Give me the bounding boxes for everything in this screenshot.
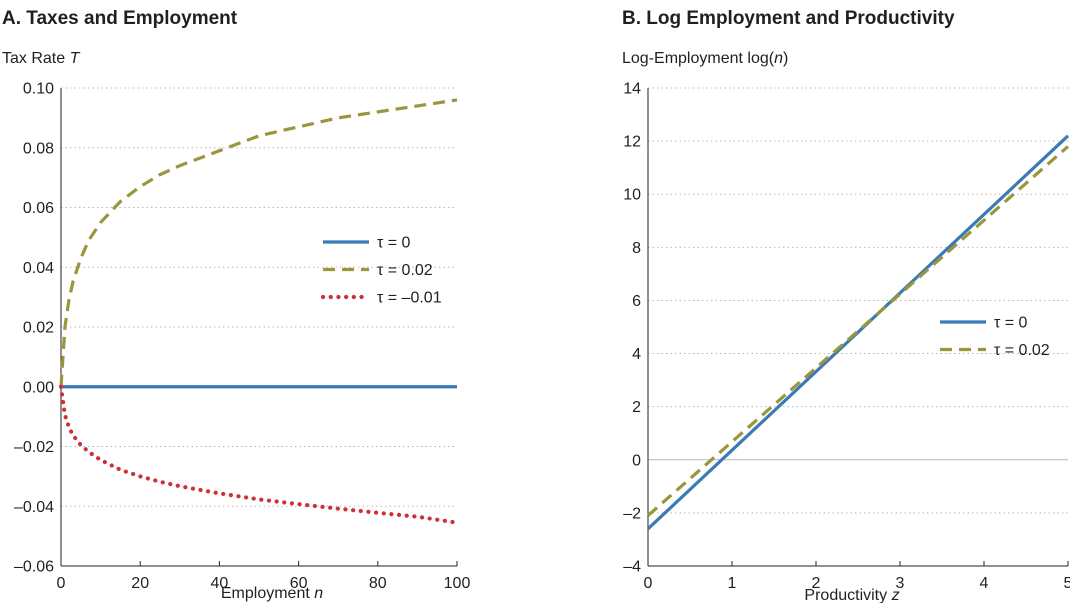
x-tick-label: 40: [211, 575, 229, 592]
panel-a-legend: τ = 0 τ = 0.02 τ = –0.01: [320, 235, 442, 307]
panel-b-gridlines: [648, 87, 1068, 514]
series-line-2: [646, 145, 1070, 517]
panel-b-series: [646, 134, 1070, 530]
y-tick-label: –0.02: [14, 439, 54, 456]
panel-b-y-tick-labels: –4 –2 0 2 4 6 8 10 12 14: [623, 81, 641, 576]
y-tick-label: –4: [623, 559, 641, 576]
panel-a-series: [58, 98, 460, 525]
y-tick-label: 4: [632, 346, 641, 363]
y-tick-label: 2: [632, 399, 641, 416]
panel-b-x-tick-labels: 0 1 2 3 4 5: [644, 575, 1070, 592]
panel-a-x-tick-labels: 0 20 40 60 80 100: [57, 575, 471, 592]
y-tick-label: –0.06: [14, 559, 54, 576]
y-tick-label: 0.04: [23, 260, 54, 277]
panel-a-title: A. Taxes and Employment: [2, 8, 238, 29]
y-tick-label: 0: [632, 452, 641, 469]
y-tick-label: 8: [632, 240, 641, 257]
series-line-1: [646, 134, 1070, 530]
panel-b-title: B. Log Employment and Productivity: [622, 8, 955, 29]
x-tick-label: 4: [980, 575, 989, 592]
x-tick-label: 0: [644, 575, 653, 592]
y-tick-label: 12: [623, 134, 641, 151]
y-tick-label: 6: [632, 293, 641, 310]
legend-label: τ = 0.02: [994, 342, 1050, 359]
y-tick-label: 10: [623, 187, 641, 204]
x-tick-label: 80: [369, 575, 387, 592]
panel-a-y-tick-labels: –0.06 –0.04 –0.02 0.00 0.02 0.04 0.06 0.08 0.10: [14, 81, 54, 576]
x-tick-label: 2: [812, 575, 821, 592]
panel-b-legend: τ = 0 τ = 0.02: [940, 315, 1050, 359]
panel-b: B. Log Employment and Productivity Log-E…: [622, 8, 1070, 603]
panel-a-y-axis-label: Tax Rate T: [2, 50, 81, 67]
panel-a: A. Taxes and Employment Tax Rate T Emplo…: [2, 8, 470, 602]
legend-label: τ = –0.01: [377, 290, 442, 307]
y-tick-label: 14: [623, 81, 641, 98]
series-line-3: [58, 384, 460, 525]
panel-a-x-axis-label: Employment n: [221, 585, 323, 602]
x-tick-label: 100: [444, 575, 471, 592]
panel-a-gridlines: [61, 87, 457, 507]
x-tick-label: 5: [1064, 575, 1070, 592]
y-tick-label: –2: [623, 505, 641, 522]
panel-b-y-axis-label: Log-Employment log(n): [622, 50, 788, 67]
x-tick-label: 3: [896, 575, 905, 592]
panel-b-axes: [647, 88, 1069, 567]
legend-label: τ = 0: [377, 235, 411, 252]
y-tick-label: 0.06: [23, 200, 54, 217]
x-tick-label: 20: [131, 575, 149, 592]
x-tick-label: 60: [290, 575, 308, 592]
legend-label: τ = 0: [994, 315, 1028, 332]
y-tick-label: 0.02: [23, 320, 54, 337]
y-tick-label: 0.10: [23, 81, 54, 98]
legend-label: τ = 0.02: [377, 262, 433, 279]
y-tick-label: 0.08: [23, 140, 54, 157]
panel-b-x-axis-label: Productivity z: [804, 587, 899, 603]
x-tick-label: 1: [728, 575, 737, 592]
y-tick-label: 0.00: [23, 379, 54, 396]
series-line-2: [59, 98, 458, 387]
x-tick-label: 0: [57, 575, 66, 592]
panel-a-axes: [60, 88, 458, 567]
y-tick-label: –0.04: [14, 499, 54, 516]
